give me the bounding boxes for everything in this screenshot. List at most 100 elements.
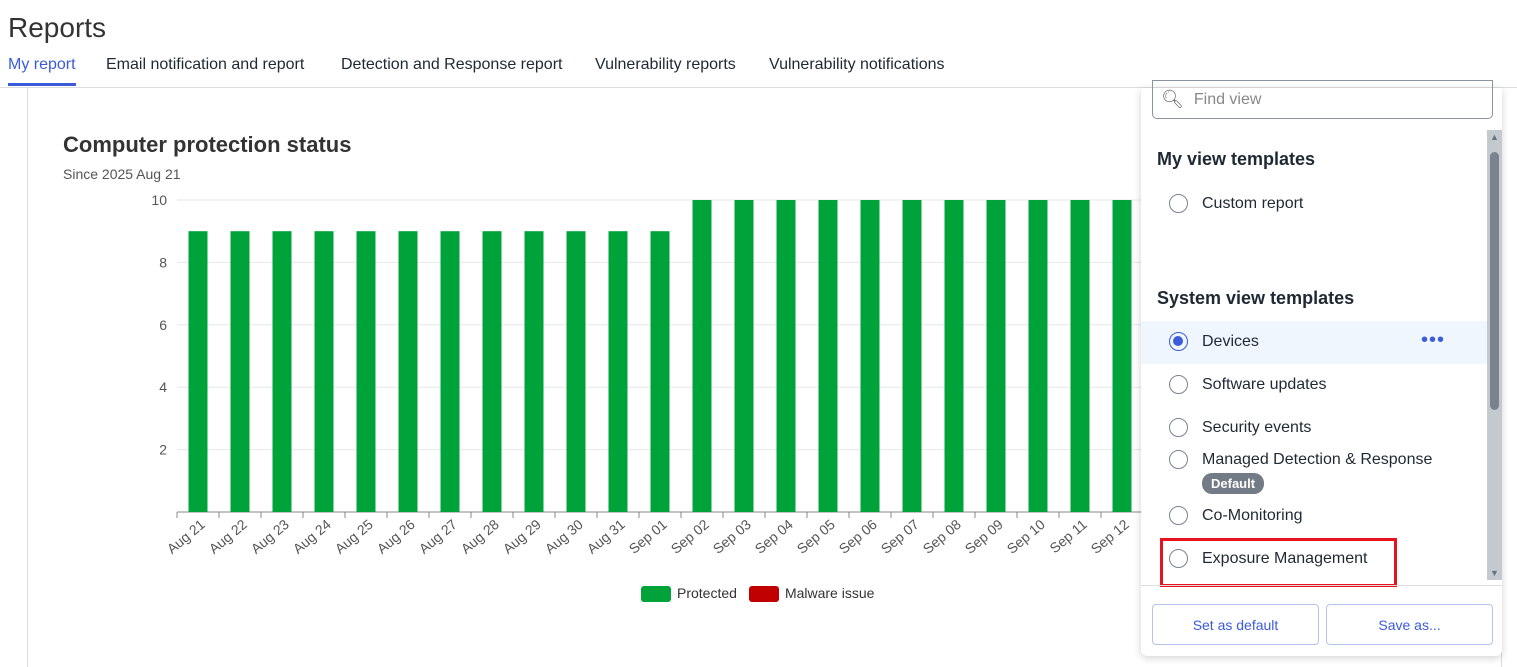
bar-protected <box>314 231 334 512</box>
tab-vulnerability-reports[interactable]: Vulnerability reports <box>595 56 736 73</box>
radio-selected-icon[interactable] <box>1169 332 1188 351</box>
tab-my-report[interactable]: My report <box>8 56 76 86</box>
option-label: Security events <box>1202 419 1312 436</box>
option-software-updates[interactable]: Software updates <box>1141 364 1487 406</box>
radio-icon[interactable] <box>1169 418 1188 437</box>
x-tick-label: Aug 27 <box>416 516 460 557</box>
search-icon: 🔍︎ <box>1161 89 1184 109</box>
legend-label: Malware issue <box>784 585 875 601</box>
tab-vulnerability-notifications[interactable]: Vulnerability notifications <box>769 56 945 73</box>
bar-protected <box>440 231 460 512</box>
bar-protected <box>524 231 544 512</box>
option-label: Exposure Management <box>1202 550 1368 567</box>
save-as-button[interactable]: Save as... <box>1326 604 1493 645</box>
option-security-events[interactable]: Security events <box>1141 407 1487 449</box>
y-tick-label: 6 <box>159 317 167 333</box>
bar-protected <box>902 200 922 512</box>
radio-icon[interactable] <box>1169 375 1188 394</box>
bar-protected <box>356 231 376 512</box>
scrollbar[interactable]: ▲ ▼ <box>1487 130 1502 580</box>
x-tick-label: Aug 26 <box>374 516 418 557</box>
option-label: Devices <box>1202 333 1259 350</box>
x-tick-label: Sep 09 <box>962 516 1006 557</box>
bar-protected <box>944 200 964 512</box>
protected-swatch <box>641 586 671 603</box>
scrollbar-thumb[interactable] <box>1490 152 1499 410</box>
option-label: Managed Detection & Response <box>1202 451 1433 468</box>
x-tick-label: Sep 05 <box>794 516 838 557</box>
set-as-default-button[interactable]: Set as default <box>1152 604 1319 645</box>
system-view-templates-heading: System view templates <box>1157 288 1355 308</box>
bar-protected <box>818 200 838 512</box>
x-tick-label: Sep 12 <box>1088 516 1132 557</box>
option-devices[interactable]: Devices ••• <box>1141 321 1487 364</box>
ellipsis-icon[interactable]: ••• <box>1420 329 1445 351</box>
y-tick-label: 2 <box>159 442 167 458</box>
view-template-panel: 🔍︎ My view templates Custom report Syste… <box>1141 80 1502 656</box>
option-label: Co-Monitoring <box>1202 507 1303 524</box>
report-title: Computer protection status <box>63 132 352 157</box>
bar-protected <box>776 200 796 512</box>
x-tick-label: Aug 29 <box>500 516 544 557</box>
bar-protected <box>230 231 250 512</box>
bar-protected <box>1070 200 1090 512</box>
y-tick-label: 10 <box>151 192 167 208</box>
radio-icon[interactable] <box>1169 194 1188 213</box>
bar-protected <box>608 231 628 512</box>
x-tick-label: Sep 08 <box>920 516 964 557</box>
y-tick-label: 4 <box>159 379 167 395</box>
radio-icon[interactable] <box>1169 549 1188 568</box>
bar-protected <box>1112 200 1132 512</box>
page-title: Reports <box>8 12 107 43</box>
bar-protected <box>272 231 292 512</box>
option-label: Custom report <box>1202 195 1304 212</box>
find-view-input[interactable] <box>1193 90 1474 109</box>
bar-protected <box>860 200 880 512</box>
radio-icon[interactable] <box>1169 450 1188 469</box>
x-tick-label: Sep 04 <box>752 516 796 557</box>
scroll-up-icon[interactable]: ▲ <box>1490 132 1499 142</box>
my-view-templates-heading: My view templates <box>1157 149 1316 169</box>
tab-detection-response[interactable]: Detection and Response report <box>341 56 563 73</box>
scroll-down-icon[interactable]: ▼ <box>1490 568 1499 578</box>
x-tick-label: Sep 01 <box>626 516 670 557</box>
x-tick-label: Sep 03 <box>710 516 754 557</box>
bar-protected <box>482 231 502 512</box>
default-badge: Default <box>1202 473 1265 494</box>
legend-protected[interactable]: Protected <box>641 585 737 603</box>
tab-bar: My report Email notification and report … <box>0 54 1517 88</box>
option-custom-report[interactable]: Custom report <box>1141 183 1487 225</box>
malware-swatch <box>748 586 779 603</box>
bar-protected <box>566 231 586 512</box>
legend-malware[interactable]: Malware issue <box>748 585 875 603</box>
x-tick-label: Aug 31 <box>584 516 628 557</box>
bar-protected <box>734 200 754 512</box>
option-label: Software updates <box>1202 376 1327 393</box>
y-tick-label: 8 <box>159 254 167 270</box>
x-tick-label: Aug 30 <box>542 516 586 557</box>
x-tick-label: Sep 11 <box>1046 516 1090 556</box>
x-tick-label: Aug 23 <box>248 516 292 557</box>
tab-email-notification[interactable]: Email notification and report <box>106 56 305 73</box>
bar-protected <box>1028 200 1048 512</box>
x-tick-label: Aug 25 <box>332 516 376 557</box>
x-tick-label: Sep 06 <box>836 516 880 557</box>
bar-protected <box>650 231 670 512</box>
bar-protected <box>986 200 1006 512</box>
bar-protected <box>398 231 418 512</box>
option-managed-detection-response[interactable]: Managed Detection & Response <box>1141 439 1487 481</box>
highlight-box <box>1160 538 1397 587</box>
x-tick-label: Sep 10 <box>1004 516 1048 557</box>
report-subtitle: Since 2025 Aug 21 <box>63 166 181 182</box>
chart-legend: Protected Malware issue <box>641 585 875 603</box>
x-tick-label: Aug 21 <box>164 516 208 557</box>
find-view-search[interactable]: 🔍︎ <box>1152 80 1493 119</box>
x-tick-label: Aug 24 <box>290 516 334 557</box>
x-tick-label: Aug 22 <box>206 516 250 557</box>
x-tick-label: Sep 07 <box>878 516 922 557</box>
panel-footer-divider <box>1141 585 1502 586</box>
radio-icon[interactable] <box>1169 506 1188 525</box>
option-exposure-management[interactable]: Exposure Management <box>1141 538 1487 580</box>
legend-label: Protected <box>677 585 737 601</box>
option-co-monitoring[interactable]: Co-Monitoring <box>1141 495 1487 537</box>
